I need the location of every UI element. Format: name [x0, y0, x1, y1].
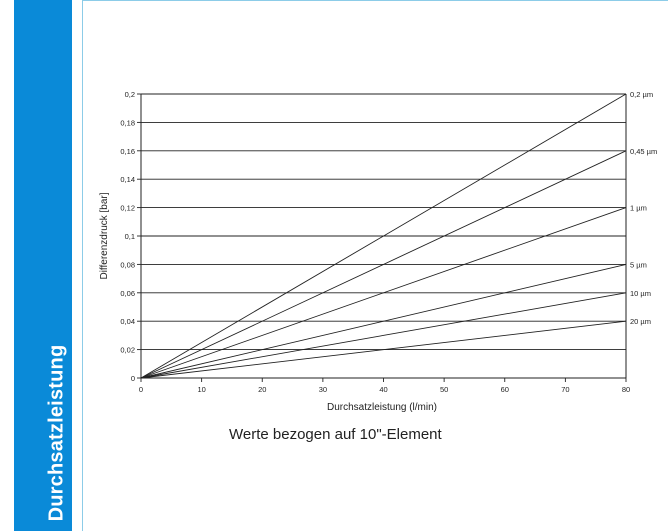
- series-label: 20 µm: [630, 317, 651, 326]
- x-tick-label: 20: [258, 385, 266, 394]
- y-tick-label: 0,2: [125, 90, 135, 99]
- grid-lines: [141, 94, 626, 350]
- series-label: 0,45 µm: [630, 147, 657, 156]
- y-tick-label: 0: [131, 374, 135, 383]
- y-tick-label: 0,02: [120, 346, 135, 355]
- series-label: 0,2 µm: [630, 90, 653, 99]
- x-tick-label: 10: [197, 385, 205, 394]
- y-tick-label: 0,04: [120, 317, 135, 326]
- series-label: 1 µm: [630, 204, 647, 213]
- x-axis-label: Durchsatzleistung (l/min): [327, 402, 437, 413]
- y-tick-label: 0,14: [120, 175, 135, 184]
- series-labels: 0,2 µm 0,45 µm 1 µm 5 µm 10 µm 20 µm: [630, 90, 657, 326]
- x-tick-label: 60: [501, 385, 509, 394]
- x-tick-label: 50: [440, 385, 448, 394]
- x-tick-label: 40: [379, 385, 387, 394]
- x-tick-label: 30: [319, 385, 327, 394]
- series-label: 10 µm: [630, 289, 651, 298]
- y-tick-label: 0,1: [125, 232, 135, 241]
- chart-caption: Werte bezogen auf 10"-Element: [229, 426, 442, 443]
- y-axis-label: Differenzdruck [bar]: [99, 192, 110, 279]
- y-tick-label: 0,06: [120, 289, 135, 298]
- series-label: 5 µm: [630, 260, 647, 269]
- x-tick-labels: 0 10 20 30 40 50 60 70 80: [139, 385, 630, 394]
- y-tick-label: 0,16: [120, 147, 135, 156]
- y-tick-label: 0,08: [120, 260, 135, 269]
- x-tick-label: 0: [139, 385, 143, 394]
- x-tick-label: 80: [622, 385, 630, 394]
- y-tick-label: 0,18: [120, 118, 135, 127]
- y-tick-label: 0,12: [120, 204, 135, 213]
- x-tick-label: 70: [561, 385, 569, 394]
- y-tick-labels: 0 0,02 0,04 0,06 0,08 0,1 0,12 0,14 0,16 0,18 0,2: [120, 90, 135, 383]
